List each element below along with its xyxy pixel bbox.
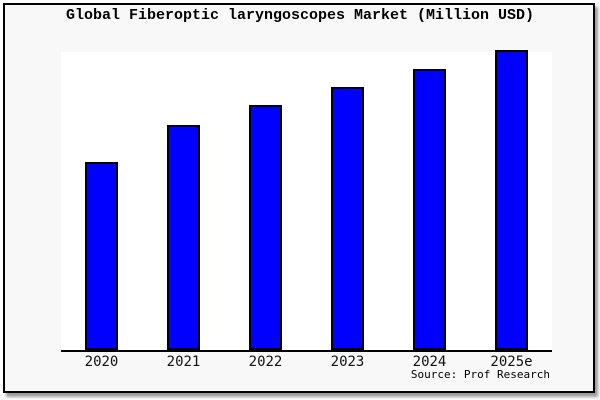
bar-2021 <box>167 125 200 350</box>
chart-title: Global Fiberoptic laryngoscopes Market (… <box>65 7 535 24</box>
bar-2023 <box>331 87 364 350</box>
source-label: Source: Prof Research <box>410 368 550 381</box>
x-tick-2023: 2023 <box>330 354 365 370</box>
x-tick-2020: 2020 <box>84 354 119 370</box>
x-tick-2021: 2021 <box>166 354 201 370</box>
bar-2022 <box>249 105 282 350</box>
x-tick-2025e: 2025e <box>490 354 533 370</box>
plot-area <box>61 50 552 350</box>
x-tick-2022: 2022 <box>248 354 283 370</box>
bar-2024 <box>413 69 446 350</box>
bar-2025e <box>495 50 528 350</box>
x-axis-line <box>61 350 552 352</box>
x-tick-2024: 2024 <box>412 354 447 370</box>
bar-2020 <box>85 162 118 350</box>
